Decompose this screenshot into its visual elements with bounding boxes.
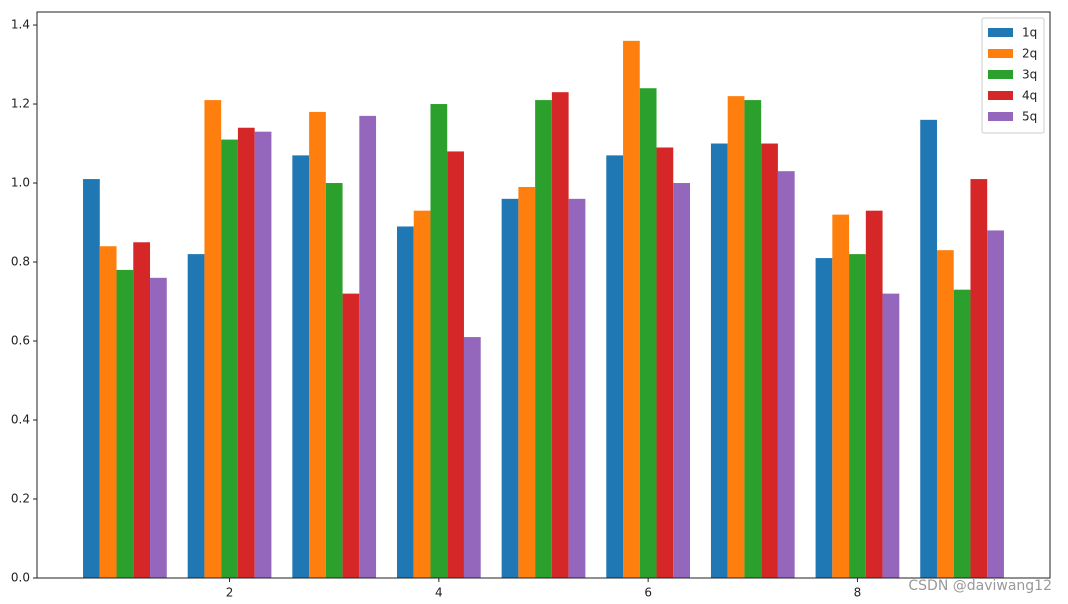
bar xyxy=(447,151,464,578)
bar xyxy=(832,214,850,578)
y-tick-label: 1.4 xyxy=(11,18,30,32)
bar xyxy=(568,198,586,579)
legend-swatch xyxy=(988,49,1013,58)
plot-frame xyxy=(36,11,1051,579)
bar xyxy=(761,143,778,579)
legend-label: 1q xyxy=(1022,26,1037,40)
bar xyxy=(309,111,326,578)
legend-swatch xyxy=(988,70,1013,79)
bar xyxy=(292,155,310,578)
legend-swatch xyxy=(988,91,1013,100)
y-tick-label: 0.8 xyxy=(11,255,30,269)
bar xyxy=(727,96,745,579)
bar xyxy=(639,88,657,578)
bar xyxy=(413,210,431,578)
y-tick-label: 0.2 xyxy=(11,492,30,506)
bar xyxy=(656,147,674,578)
bar xyxy=(325,183,343,579)
legend-label: 5q xyxy=(1022,110,1037,124)
bar xyxy=(187,254,205,578)
y-tick-label: 1.0 xyxy=(11,176,30,190)
bar xyxy=(710,143,728,579)
bar xyxy=(623,40,640,579)
bar xyxy=(815,258,833,578)
y-tick-label: 1.2 xyxy=(11,97,30,111)
bar xyxy=(430,104,448,579)
y-tick-label: 0.0 xyxy=(11,571,30,585)
bar xyxy=(342,293,360,578)
bar xyxy=(849,254,866,578)
bar xyxy=(133,242,151,579)
bar xyxy=(953,289,971,578)
legend-swatch xyxy=(988,112,1013,121)
bar xyxy=(865,210,883,578)
legend-label: 4q xyxy=(1022,89,1037,103)
y-tick-label: 0.6 xyxy=(11,334,30,348)
x-tick-label: 4 xyxy=(435,586,443,600)
bar xyxy=(673,183,691,579)
bar xyxy=(99,246,117,578)
bar xyxy=(221,139,238,578)
legend-label: 3q xyxy=(1022,68,1037,82)
bar xyxy=(396,226,414,578)
bar xyxy=(744,100,762,578)
bar xyxy=(606,155,624,578)
bar xyxy=(116,269,134,578)
bar xyxy=(204,100,222,578)
watermark: CSDN @daviwang12 xyxy=(908,578,1052,594)
bar xyxy=(987,230,1004,578)
bar xyxy=(920,119,937,578)
y-tick-label: 0.4 xyxy=(11,413,30,427)
bar xyxy=(501,198,519,579)
bar xyxy=(359,115,377,579)
x-tick-label: 8 xyxy=(854,586,862,600)
bar xyxy=(237,127,255,578)
legend-label: 2q xyxy=(1022,47,1037,61)
bar xyxy=(463,337,481,578)
bar xyxy=(535,100,552,578)
bar xyxy=(150,277,167,578)
legend-swatch xyxy=(988,28,1013,37)
bar xyxy=(970,179,988,579)
bar xyxy=(254,131,272,578)
x-tick-label: 2 xyxy=(226,586,234,600)
bar xyxy=(83,179,100,579)
bar xyxy=(777,171,795,578)
bar xyxy=(551,92,569,578)
bar xyxy=(936,250,954,578)
bar xyxy=(882,293,900,578)
bar xyxy=(518,186,536,578)
x-tick-label: 6 xyxy=(644,586,652,600)
